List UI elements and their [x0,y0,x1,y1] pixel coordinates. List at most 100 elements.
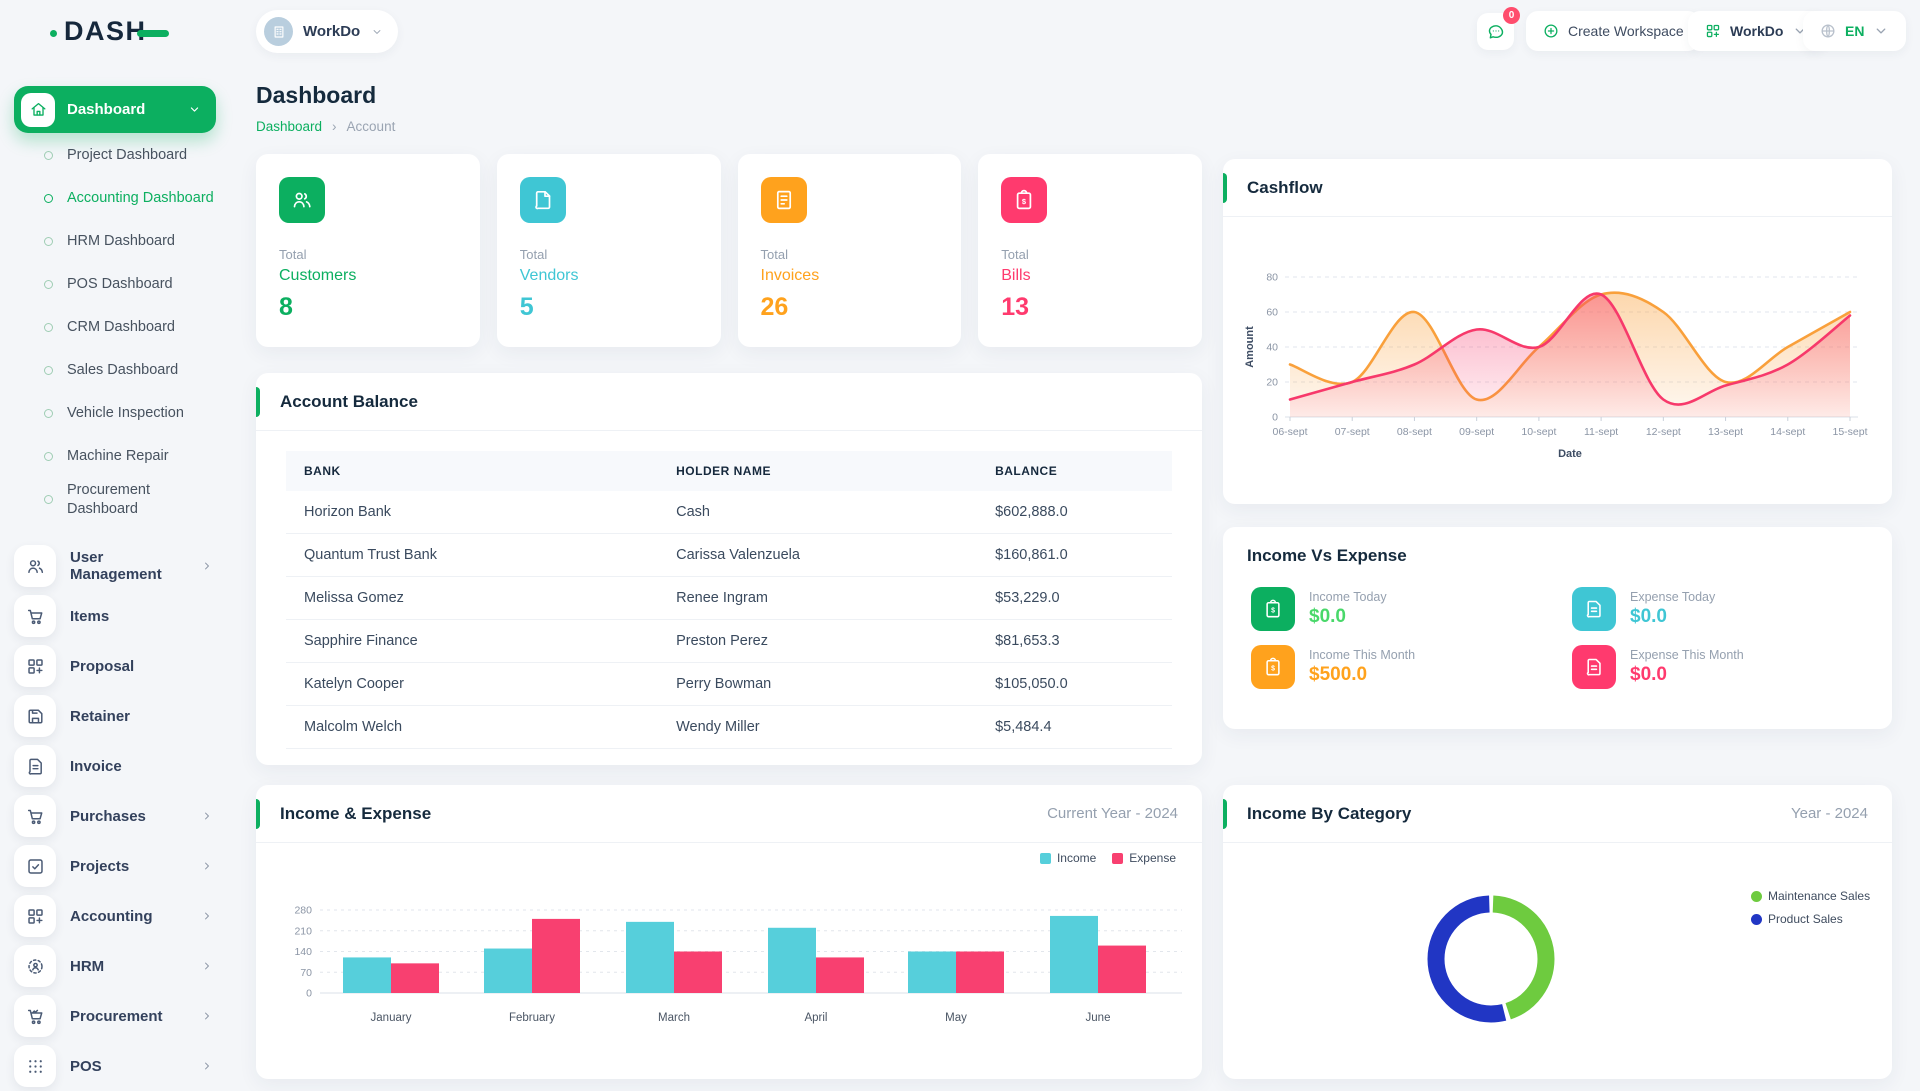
svg-text:140: 140 [294,946,312,958]
svg-text:210: 210 [294,925,312,937]
workspace-switcher[interactable]: WorkDo [256,10,399,53]
sidebar-item-retainer[interactable]: Retainer [0,691,230,741]
cell-balance: $81,653.3 [977,619,1172,663]
sidebar-item-project-dashboard[interactable]: Project Dashboard [0,134,230,177]
cell-balance: $160,861.0 [977,533,1172,577]
workdo-menu-button[interactable]: WorkDo [1688,11,1826,51]
svg-text:08-sept: 08-sept [1397,426,1432,438]
svg-text:15-sept: 15-sept [1832,426,1867,438]
language-selector[interactable]: EN [1803,11,1907,51]
legend-item-product-sales[interactable]: Product Sales [1751,912,1870,926]
card-title: Income By Category [1247,803,1412,823]
stat-category-label: Customers [279,267,357,284]
cashflow-card: Cashflow 0 20 40 60 80 06-sept 07-sept 08-sept 0… [1223,159,1892,504]
svg-text:Amount: Amount [1244,326,1256,368]
legend-item-expense[interactable]: Expense [1112,851,1176,865]
sidebar-item-hrm-dashboard[interactable]: HRM Dashboard [0,220,230,263]
sidebar-item-label: Accounting [70,907,153,925]
ive-value: $0.0 [1630,664,1667,685]
sidebar-item-user-management[interactable]: User Management [0,541,230,591]
sidebar-item-accounting[interactable]: Accounting [0,891,230,941]
svg-text:280: 280 [294,905,312,917]
sidebar-item-label: Accounting Dashboard [67,190,214,207]
legend-label: Expense [1129,851,1176,865]
legend-swatch [1039,852,1051,864]
table-row: Malcolm Welch Wendy Miller $5,484.4 [286,705,1172,749]
sidebar-item-proposal[interactable]: Proposal [0,641,230,691]
cell-holder-name: Renee Ingram [658,576,978,620]
sidebar-item-pos-dashboard[interactable]: POS Dashboard [0,263,230,306]
sidebar-item-sales-dashboard[interactable]: Sales Dashboard [0,349,230,392]
svg-text:07-sept: 07-sept [1335,426,1370,438]
workspace-name: WorkDo [303,23,361,40]
sidebar-item-invoice[interactable]: Invoice [0,741,230,791]
grid-plus-icon [14,895,56,937]
ive-item-expense-this-month: Expense This Month $0.0 [1572,645,1864,689]
sidebar-item-purchases[interactable]: Purchases [0,791,230,841]
cell-balance: $53,229.0 [977,576,1172,620]
circle-bullet-icon [44,495,53,504]
ive-item-expense-today: Expense Today $0.0 [1572,587,1864,631]
language-label: EN [1845,23,1865,39]
clipboard-dollar-icon: $ [1251,587,1295,631]
table-header-row: BANK HOLDER NAME BALANCE [286,451,1172,491]
sidebar-item-machine-repair[interactable]: Machine Repair [0,435,230,478]
breadcrumb: Dashboard › Account [256,119,395,134]
legend-item-income[interactable]: Income [1039,851,1096,865]
stat-card-customers: Total Customers 8 [256,154,480,347]
ive-label: Expense Today [1630,590,1716,604]
sidebar-item-pos[interactable]: POS [0,1041,230,1091]
cart-icon [14,795,56,837]
sidebar-item-projects[interactable]: Projects [0,841,230,891]
sidebar-item-vehicle-inspection[interactable]: Vehicle Inspection [0,392,230,435]
sidebar-item-label: Machine Repair [67,448,169,465]
breadcrumb-separator: › [332,119,337,134]
svg-text:06-sept: 06-sept [1272,426,1307,438]
sidebar-item-label: Procurement [70,1007,163,1025]
doc-lines-icon [1572,587,1616,631]
cashflow-header: Cashflow [1223,159,1892,217]
period-label: Current Year - 2024 [1047,805,1178,822]
clipboard-dollar-icon: $ [1001,177,1048,223]
create-workspace-button[interactable]: Create Workspace [1526,11,1700,51]
app-logo[interactable]: DASH [50,16,169,47]
app-logo-text: DASH [64,16,147,46]
circle-bullet-icon [44,151,53,160]
chevron-right-icon [200,1059,214,1073]
breadcrumb-link-dashboard[interactable]: Dashboard [256,119,323,134]
chevron-right-icon [200,909,214,923]
grid-plus-icon [14,645,56,687]
sidebar-item-hrm[interactable]: HRM [0,941,230,991]
sidebar-item-procurement[interactable]: Procurement [0,991,230,1041]
notifications-button[interactable]: 0 [1477,7,1520,50]
ive-label: Expense This Month [1630,648,1744,662]
sidebar-item-label: CRM Dashboard [67,319,175,336]
legend-item-maintenance-sales[interactable]: Maintenance Sales [1751,889,1870,903]
cart-icon [14,595,56,637]
cart-chart-icon [14,995,56,1037]
table-row: Sapphire Finance Preston Perez $81,653.3 [286,619,1172,663]
svg-text:February: February [509,1012,555,1024]
stat-category-label: Invoices [760,267,820,284]
sidebar-item-items[interactable]: Items [0,591,230,641]
cell-bank: Sapphire Finance [286,619,659,663]
ive-value: $0.0 [1309,606,1346,627]
sidebar-item-procurement-dashboard[interactable]: Procurement Dashboard [0,478,230,521]
cell-holder-name: Perry Bowman [658,662,978,706]
legend-swatch [1112,852,1124,864]
stat-cards-row: Total Customers 8 Total Vendors 5 Total Invoice… [256,154,1202,347]
cell-balance: $602,888.0 [977,491,1172,534]
sidebar-item-label: Invoice [70,757,122,775]
sidebar-item-dashboard[interactable]: Dashboard [14,86,216,133]
cell-balance: $105,050.0 [977,662,1172,706]
sidebar-item-label: HRM [70,957,105,975]
cell-bank: Melissa Gomez [286,576,659,620]
income-vs-expense-card: Income Vs Expense $ Income Today $0.0 Expen… [1223,527,1892,729]
svg-text:0: 0 [1272,412,1278,424]
sidebar-item-accounting-dashboard[interactable]: Accounting Dashboard [0,177,230,220]
stat-card-invoices: Total Invoices 26 [737,154,962,347]
sidebar-item-crm-dashboard[interactable]: CRM Dashboard [0,306,230,349]
circle-bullet-icon [44,280,53,289]
table-row: Quantum Trust Bank Carissa Valenzuela $160… [286,533,1172,577]
stat-value: 5 [519,293,534,321]
